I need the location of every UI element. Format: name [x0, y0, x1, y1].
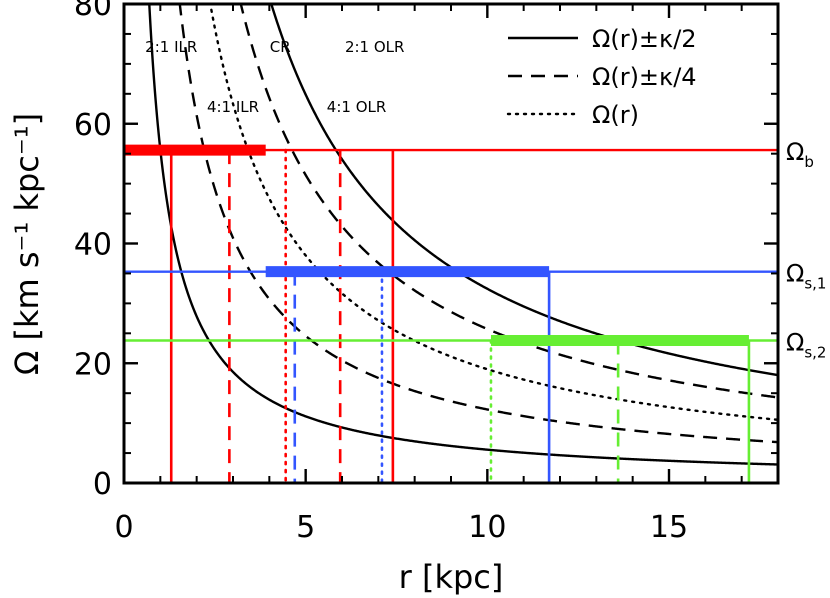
pattern-speed-labels: Ωb Ωs,1 Ωs,2 — [786, 138, 826, 361]
y-tick-label: 80 — [74, 0, 112, 23]
pattern-speed-layer — [124, 144, 778, 483]
legend-label: Ω(r)±κ/2 — [592, 25, 697, 53]
x-tick-label: 5 — [296, 510, 315, 545]
x-tick-label: 15 — [650, 510, 688, 545]
y-tick-label: 60 — [74, 108, 112, 143]
x-tick-label: 10 — [468, 510, 506, 545]
resonance-labels: 2:1 ILR CR 2:1 OLR 4:1 ILR 4:1 OLR — [145, 38, 404, 116]
curve-cr — [209, 4, 778, 421]
y-tick-label: 40 — [74, 228, 112, 263]
legend: Ω(r)±κ/2 Ω(r)±κ/4 Ω(r) — [506, 25, 697, 129]
x-axis-label: r [kpc] — [399, 558, 504, 596]
x-tick-label: 0 — [114, 510, 133, 545]
resonance-label: 4:1 ILR — [207, 98, 259, 116]
curve-4-1-ilr — [178, 4, 778, 444]
y-tick-label: 20 — [74, 347, 112, 382]
resonance-label: 4:1 OLR — [327, 98, 387, 116]
legend-label: Ω(r) — [592, 101, 639, 129]
pattern-s-2-label: Ωs,2 — [786, 328, 826, 361]
ticks-layer: 0 5 10 15 0 20 40 60 80 — [74, 0, 778, 545]
pattern-b-label: Ωb — [786, 138, 814, 171]
curve-4-1-olr — [239, 4, 778, 399]
resonance-label: 2:1 ILR — [145, 38, 197, 56]
resonance-label: 2:1 OLR — [345, 38, 405, 56]
pattern-s-1-label: Ωs,1 — [786, 260, 826, 293]
y-axis-label: Ω [km s⁻¹ kpc⁻¹] — [8, 113, 46, 375]
resonance-label: CR — [270, 38, 291, 56]
legend-label: Ω(r)±κ/4 — [592, 63, 697, 91]
y-tick-label: 0 — [93, 467, 112, 502]
curve-2-1-ilr — [148, 4, 778, 466]
